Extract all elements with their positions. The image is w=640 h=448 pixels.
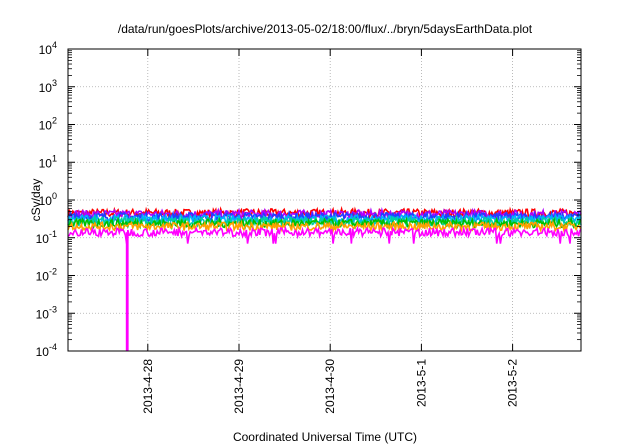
dropout-marker	[125, 232, 129, 351]
x-tick-label: 2013-5-1	[414, 359, 428, 407]
y-tick-label: 101	[39, 153, 57, 170]
x-tick-label: 2013-4-29	[232, 359, 246, 414]
x-tick-label: 2013-4-30	[323, 359, 337, 414]
y-tick-label: 102	[39, 116, 57, 133]
y-tick-label: 10-3	[36, 304, 57, 321]
x-tick-label: 2013-4-28	[141, 359, 155, 414]
y-axis: 10-4 10-3 10-2 10-1 100 101 102 103 104	[36, 40, 581, 359]
grid	[68, 49, 581, 351]
chart-title: /data/run/goesPlots/archive/2013-05-02/1…	[118, 22, 533, 36]
x-axis: 2013-4-28 2013-4-29 2013-4-30 2013-5-1 2013-…	[141, 49, 520, 414]
y-tick-label: 10-2	[36, 267, 57, 284]
series-line	[67, 225, 582, 244]
y-tick-label: 10-4	[36, 342, 57, 359]
y-tick-label: 103	[39, 78, 57, 95]
x-axis-label: Coordinated Universal Time (UTC)	[233, 430, 417, 444]
series-line	[67, 219, 582, 234]
series-group	[67, 205, 582, 351]
y-tick-label: 100	[39, 191, 57, 208]
y-axis-label: cSv/day	[29, 179, 43, 222]
y-tick-label: 10-1	[36, 229, 57, 246]
y-tick-label: 104	[39, 40, 57, 57]
plot-area	[68, 49, 581, 351]
x-tick-label: 2013-5-2	[506, 359, 520, 407]
